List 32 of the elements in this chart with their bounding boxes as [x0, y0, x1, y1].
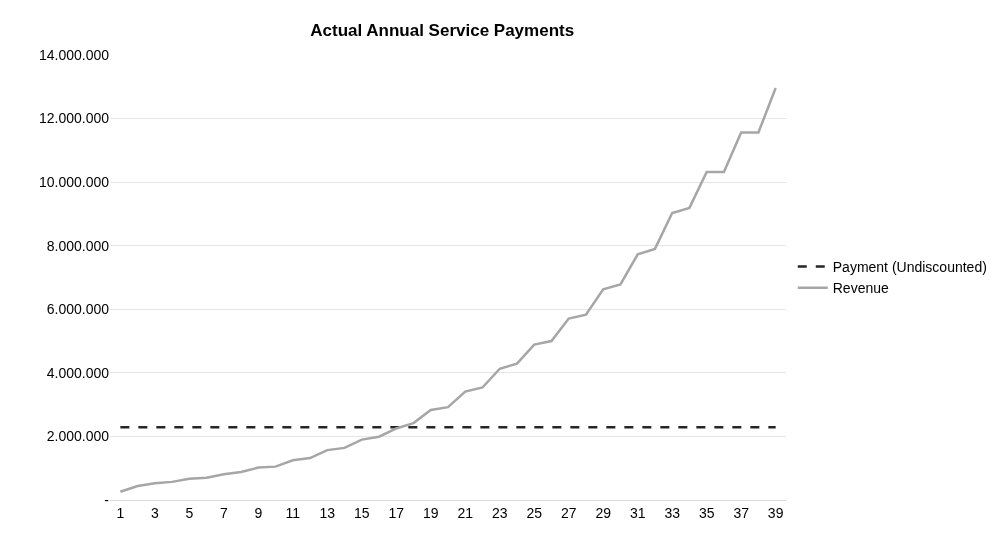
- x-tick-label: 19: [422, 504, 439, 521]
- y-tick-label: 8.000.000: [46, 237, 110, 254]
- y-tick-label: -: [104, 491, 110, 508]
- y-tick-label: 2.000.000: [46, 428, 110, 445]
- x-tick-label: 35: [698, 504, 715, 521]
- x-tick-label: 33: [664, 504, 681, 521]
- x-tick-label: 37: [733, 504, 750, 521]
- x-tick-label: 29: [595, 504, 612, 521]
- y-tick-label: 6.000.000: [46, 301, 110, 318]
- x-tick-label: 3: [150, 504, 159, 521]
- y-tick-label: 12.000.000: [38, 110, 110, 127]
- x-tick-label: 23: [491, 504, 508, 521]
- x-tick-label: 39: [767, 504, 784, 521]
- y-tick-label: 10.000.000: [38, 174, 110, 191]
- line-series: [119, 86, 777, 493]
- chart-title: Actual Annual Service Payments: [310, 21, 575, 41]
- y-tick-label: 4.000.000: [46, 364, 110, 381]
- x-tick-label: 27: [560, 504, 577, 521]
- legend-label: Revenue: [832, 280, 890, 297]
- x-tick-label: 11: [285, 504, 301, 521]
- x-tick-label: 1: [116, 504, 125, 521]
- x-tick-label: 21: [457, 504, 474, 521]
- x-tick-label: 25: [526, 504, 543, 521]
- x-tick-label: 31: [629, 504, 646, 521]
- x-tick-label: 9: [254, 504, 263, 521]
- x-tick-label: 17: [388, 504, 405, 521]
- y-tick-label: 14.000.000: [38, 46, 110, 63]
- x-tick-label: 13: [319, 504, 336, 521]
- x-tick-label: 5: [185, 504, 194, 521]
- x-tick-label: 15: [353, 504, 370, 521]
- legend-label: Payment (Undiscounted): [832, 259, 987, 276]
- x-tick-label: 7: [219, 504, 228, 521]
